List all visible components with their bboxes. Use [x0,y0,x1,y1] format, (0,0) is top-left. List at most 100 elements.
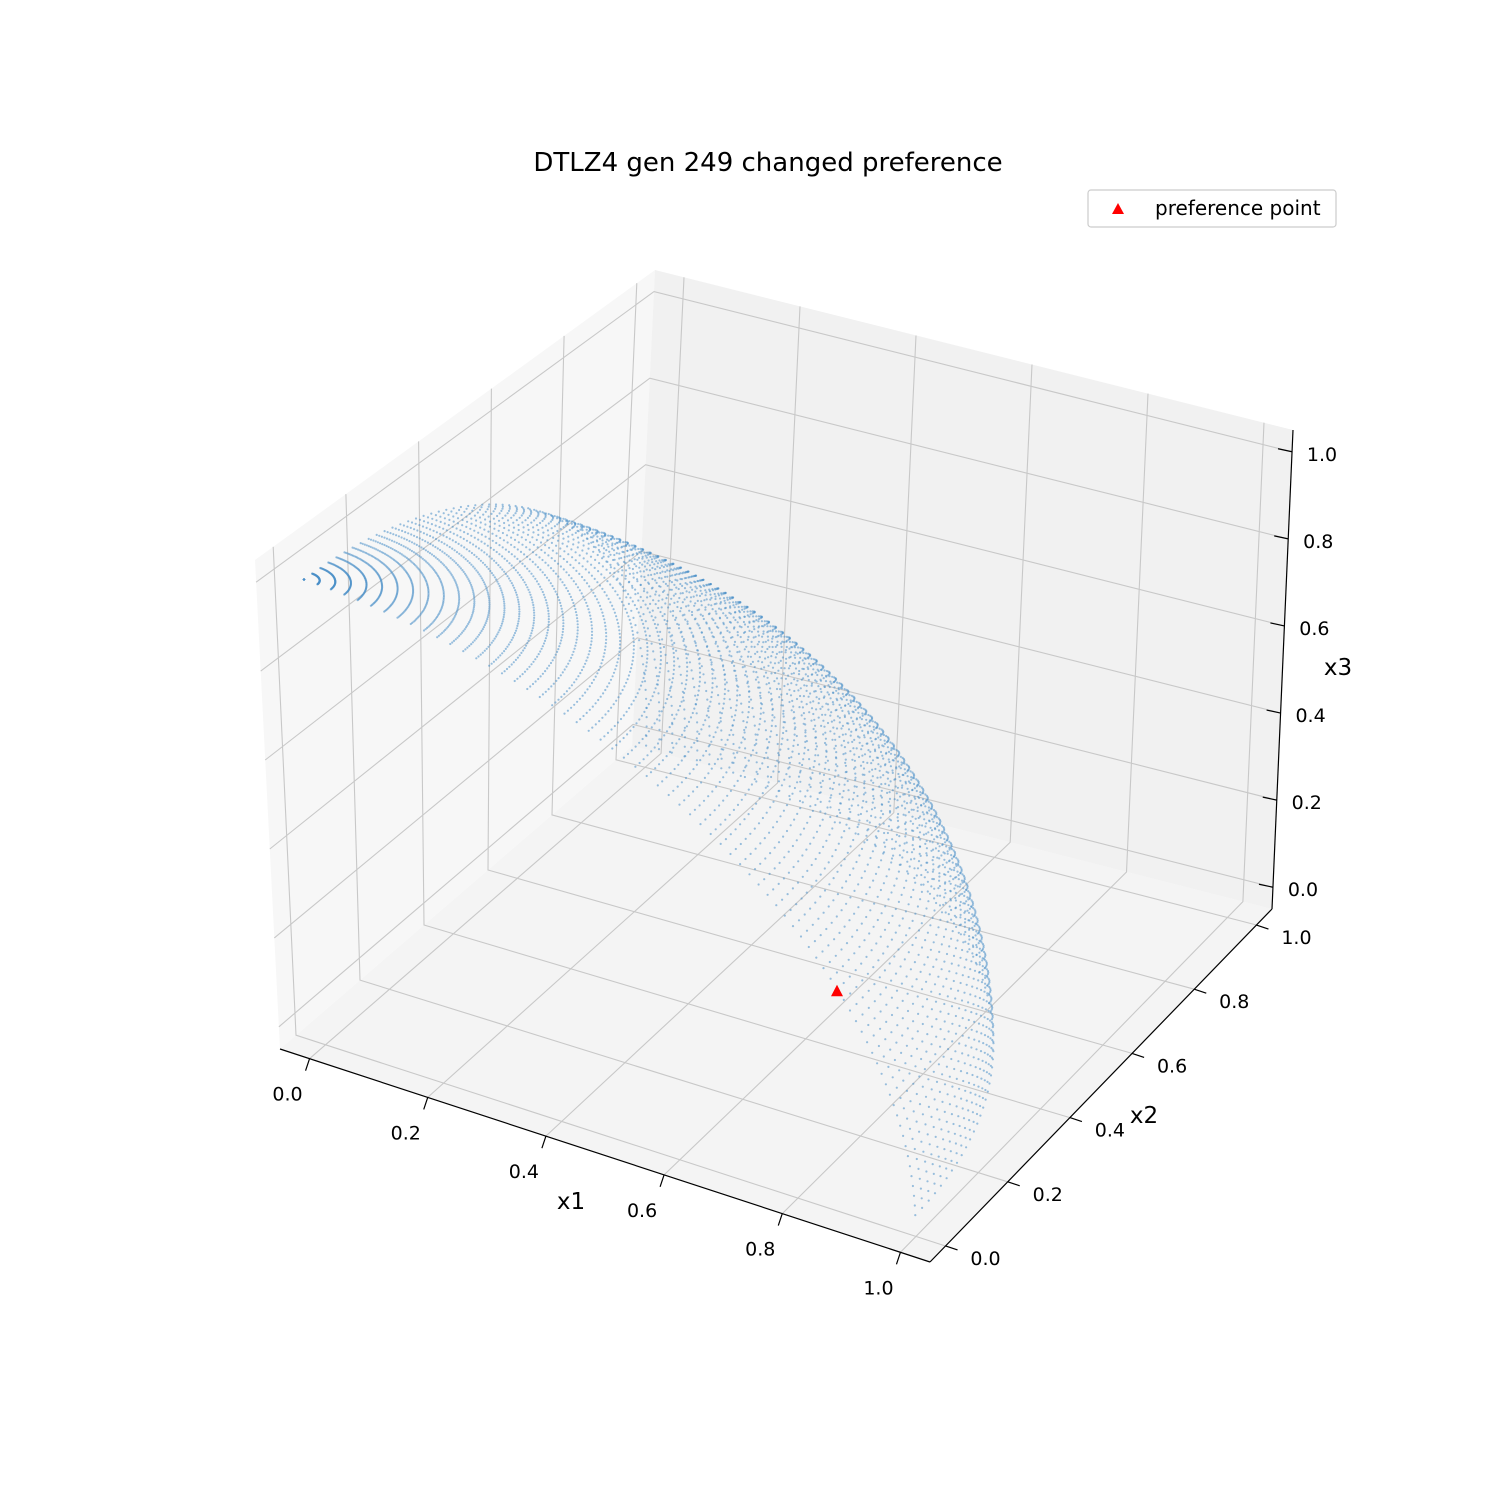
surface-point [833,775,837,778]
surface-point [406,547,409,550]
surface-point [912,1194,916,1197]
surface-point [788,794,791,798]
surface-point [670,751,673,754]
surface-point [514,569,518,572]
surface-point [948,970,951,973]
surface-point [969,993,972,996]
surface-point [919,970,922,974]
surface-point [719,842,722,846]
surface-point [863,773,866,777]
surface-point [653,658,656,661]
surface-point [448,518,451,522]
surface-point [944,841,947,844]
surface-point [594,546,597,549]
surface-point [598,562,601,565]
surface-point [895,1041,898,1044]
surface-point [684,648,687,651]
surface-point [886,945,889,948]
surface-point [955,972,958,975]
surface-point [685,661,689,664]
surface-point [989,987,992,990]
surface-point [733,640,737,644]
surface-point [900,804,904,807]
surface-point [681,584,684,588]
surface-point [939,1028,942,1031]
surface-point [771,651,774,654]
surface-point [740,626,743,629]
surface-point [784,677,788,680]
surface-point [819,895,822,898]
y-tick-label: 0.4 [1095,1120,1125,1142]
surface-point [602,655,605,658]
surface-point [439,548,442,552]
surface-point [907,811,911,814]
surface-point [468,561,471,565]
surface-point [830,794,833,797]
surface-point [811,809,815,813]
surface-point [422,532,425,535]
surface-point [653,622,657,626]
surface-point [821,950,824,953]
surface-point [925,822,928,825]
surface-point [620,565,623,569]
surface-point [871,801,874,804]
surface-point [496,514,499,518]
surface-point [603,576,606,579]
surface-point [853,785,856,788]
surface-point [533,611,536,614]
surface-point [680,733,684,737]
surface-point [643,673,646,676]
surface-point [822,719,825,722]
surface-point [839,802,843,805]
y-tick-mark [1007,1181,1020,1187]
surface-point [939,1175,942,1178]
surface-point [967,903,970,907]
surface-point [804,795,807,798]
surface-point [744,674,747,677]
surface-point [852,722,855,726]
surface-point [750,783,754,786]
surface-point [600,531,603,534]
surface-point [915,1047,919,1050]
surface-point [594,595,597,598]
surface-point [635,552,638,555]
surface-point [554,701,557,704]
surface-point [782,835,785,838]
surface-point [383,530,386,533]
surface-point [833,938,836,941]
surface-point [901,784,904,787]
surface-point [375,533,378,537]
surface-point [943,1148,946,1151]
surface-point [848,919,851,922]
surface-point [809,664,813,667]
surface-point [797,662,801,665]
x-tick-mark [777,1213,783,1226]
surface-point [426,550,430,553]
surface-point [742,620,746,624]
surface-point [950,918,953,921]
surface-point [612,558,615,562]
surface-point [797,752,801,756]
surface-point [361,550,364,553]
surface-point [499,654,502,657]
surface-point [892,1104,895,1107]
surface-point [840,948,843,951]
surface-point [514,512,517,515]
surface-point [373,547,376,550]
surface-point [781,640,784,643]
surface-point [382,551,385,555]
surface-point [963,890,966,894]
surface-point [844,761,847,765]
surface-point [539,510,542,513]
surface-point [975,930,978,933]
surface-point [628,707,631,710]
surface-point [499,587,502,590]
surface-point [652,555,655,558]
surface-point [551,549,555,552]
surface-point [797,919,801,922]
surface-point [877,736,880,739]
surface-point [829,680,832,683]
surface-point [548,546,551,549]
surface-point [953,887,956,890]
surface-point [971,985,974,988]
